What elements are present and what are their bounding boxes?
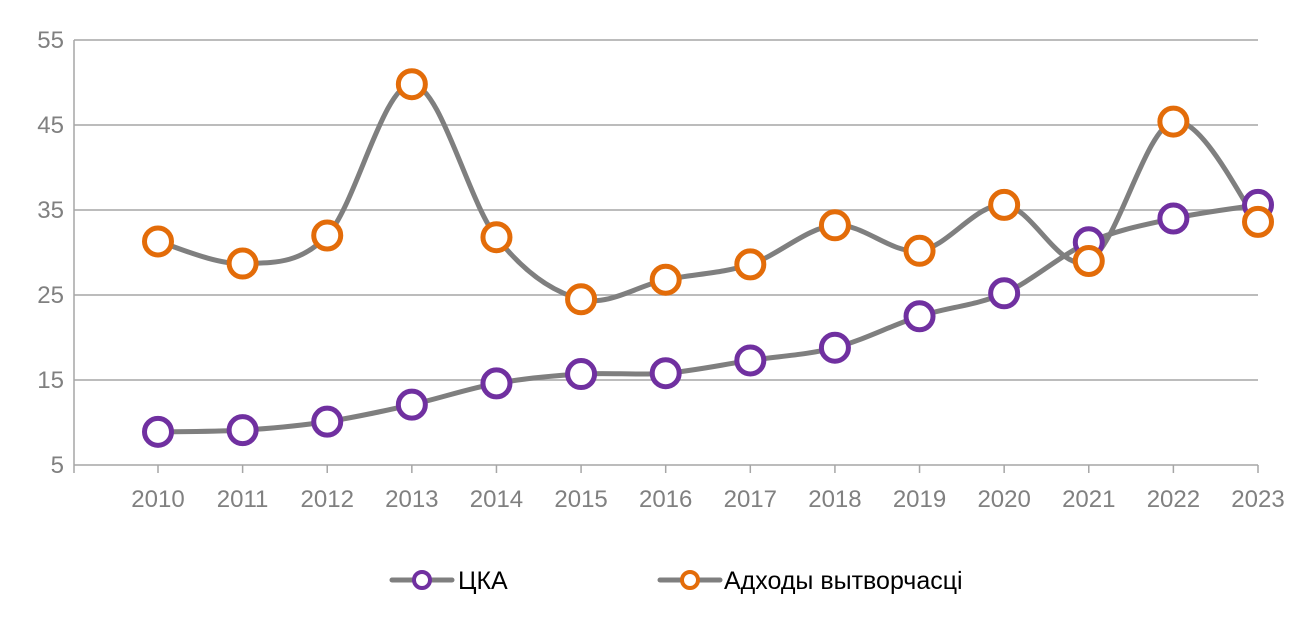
x-tick-2019: 2019 <box>893 486 946 513</box>
gridlines <box>74 39 1258 381</box>
legend-marker-1 <box>680 570 700 590</box>
point-1-2023 <box>1242 205 1274 238</box>
y-tick-15: 15 <box>37 367 64 394</box>
point-0-2019 <box>903 300 936 333</box>
point-0-2020 <box>988 277 1021 310</box>
x-tick-2016: 2016 <box>639 486 692 513</box>
point-1-2022 <box>1157 105 1190 138</box>
point-1-2015 <box>565 283 598 316</box>
point-0-2017 <box>734 344 767 377</box>
x-tick-2014: 2014 <box>470 486 523 513</box>
x-tick-2022: 2022 <box>1147 486 1200 513</box>
y-tick-35: 35 <box>37 197 64 224</box>
point-0-2014 <box>480 367 513 400</box>
x-tick-labels: 2010 2011 2012 2013 2014 2015 2016 2017 2018 2019… <box>131 486 1284 513</box>
x-tick-2012: 2012 <box>301 486 354 513</box>
axes <box>73 40 1259 473</box>
point-1-2013 <box>395 68 428 101</box>
point-0-2011 <box>226 414 259 447</box>
y-tick-25: 25 <box>37 282 64 309</box>
legend-label-1: Адходы вытворчасці <box>724 567 963 595</box>
x-tick-2015: 2015 <box>554 486 607 513</box>
legend-item-1: Адходы вытворчасці <box>657 567 963 595</box>
point-0-2015 <box>565 358 598 391</box>
series-markers <box>142 68 1274 448</box>
y-tick-5: 5 <box>51 452 64 479</box>
point-1-2014 <box>480 221 513 254</box>
legend-label-0: ЦКА <box>458 567 508 595</box>
x-tick-2011: 2011 <box>217 486 269 513</box>
x-tick-2023: 2023 <box>1231 486 1284 513</box>
point-1-2018 <box>818 209 851 242</box>
point-1-2021 <box>1072 245 1105 277</box>
point-1-2019 <box>903 234 936 267</box>
legend-item-0: ЦКА <box>389 567 508 595</box>
point-0-2010 <box>142 415 174 448</box>
point-1-2016 <box>649 263 682 296</box>
point-1-2011 <box>226 247 259 280</box>
x-tick-2017: 2017 <box>724 486 777 513</box>
x-tick-2010: 2010 <box>131 486 184 513</box>
legend-marker-0 <box>412 570 432 590</box>
x-tick-2013: 2013 <box>385 486 438 513</box>
y-tick-55: 55 <box>37 27 64 54</box>
point-0-2022 <box>1157 202 1190 235</box>
point-1-2010 <box>142 225 174 258</box>
point-1-2012 <box>311 219 344 252</box>
x-tick-2018: 2018 <box>808 486 861 513</box>
x-tick-2021: 2021 <box>1062 486 1115 513</box>
point-1-2017 <box>734 248 767 281</box>
point-0-2012 <box>311 405 344 438</box>
y-tick-labels: 5 15 25 35 45 55 <box>37 27 64 479</box>
point-0-2013 <box>395 388 428 421</box>
point-1-2020 <box>988 188 1021 221</box>
point-0-2018 <box>818 331 851 364</box>
legend: ЦКА Адходы вытворчасці <box>389 567 963 595</box>
x-tick-2020: 2020 <box>977 486 1030 513</box>
y-tick-45: 45 <box>37 112 64 139</box>
point-0-2016 <box>649 357 682 390</box>
